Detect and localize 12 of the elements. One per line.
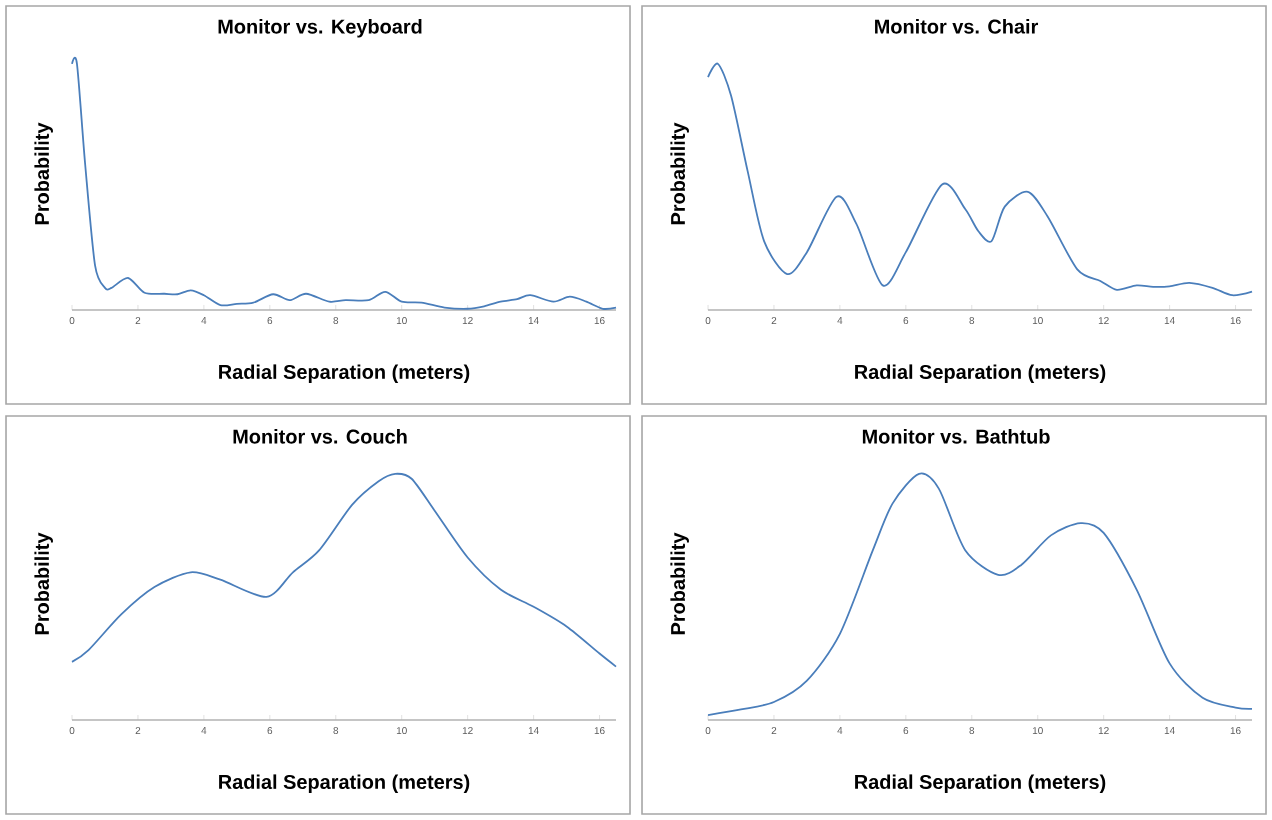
x-axis-title: Radial Separation (meters) [219,364,470,383]
y-axis-title: Probability [34,122,53,225]
chart-title: Monitor vs. Couch [233,429,407,444]
x-axis-title: Radial Separation (meters) [855,774,1106,793]
x-axis-title: Radial Separation (meters) [219,774,470,793]
y-axis-title: Probability [670,532,689,635]
chart-title: Monitor vs. Keyboard [218,19,422,38]
chart-title: Monitor vs. Chair [875,19,1039,34]
y-axis-title: Probability [670,122,689,225]
chart-title: Monitor vs. Bathtub [862,429,1050,444]
y-axis-title: Probability [34,532,53,635]
x-axis-title: Radial Separation (meters) [855,364,1106,383]
